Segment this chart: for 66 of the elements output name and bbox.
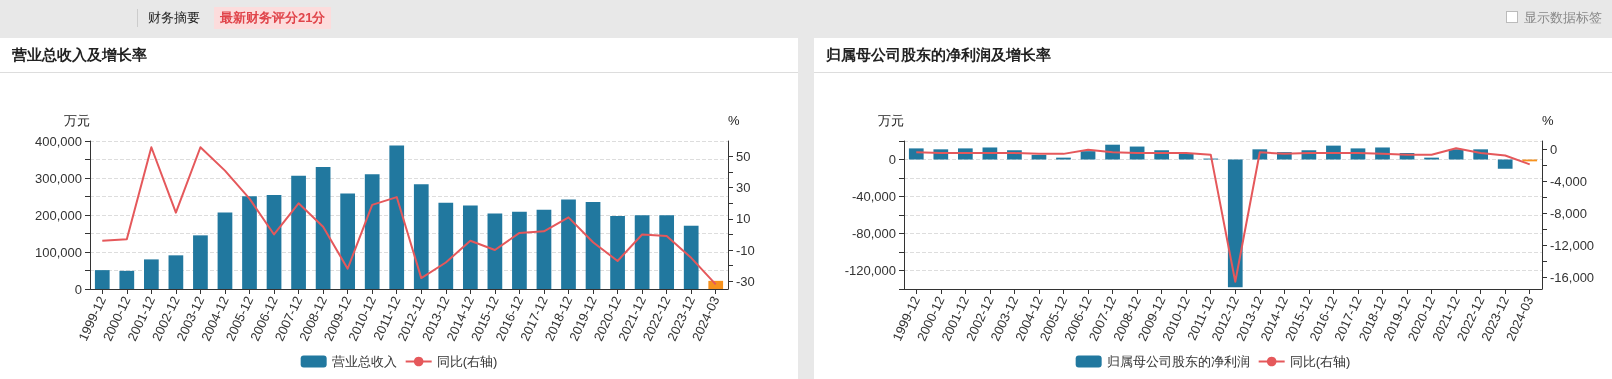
y-tick-label: 400,000 (35, 133, 82, 149)
bar (389, 145, 405, 289)
y2-axis-title: % (1542, 113, 1554, 128)
y2-axis-title: % (728, 113, 740, 128)
bar (119, 270, 135, 289)
bar (1178, 153, 1194, 160)
bar (217, 212, 233, 289)
bar (462, 205, 478, 289)
legend-label: 同比(右轴) (1289, 354, 1351, 369)
bar (512, 211, 527, 289)
y2-tick-label: -4,000 (1550, 173, 1587, 189)
bar (266, 195, 282, 289)
chart-title: 归属母公司股东的净利润及增长率 (814, 38, 1612, 73)
text: 最新财务评分21分 (214, 7, 332, 29)
legend-label: 营业总收入 (331, 354, 397, 369)
legend-label: 同比(右轴) (436, 354, 498, 369)
bar (1227, 159, 1243, 288)
y2-tick-label: -12,000 (1550, 238, 1595, 254)
bar (610, 216, 625, 289)
chart-title: 营业总收入及增长率 (0, 38, 798, 73)
bar (315, 166, 331, 289)
bar (683, 225, 699, 289)
bar (193, 235, 208, 289)
y-tick-label: -120,000 (844, 263, 896, 278)
bar (585, 202, 601, 289)
bar (487, 213, 503, 289)
y-tick-label: 200,000 (35, 207, 82, 223)
bar (536, 209, 552, 289)
text: 财务摘要 (148, 9, 200, 27)
bar (413, 184, 429, 289)
bar (364, 174, 380, 289)
bar (340, 193, 356, 289)
legend-label: 归属母公司股东的净利润 (1106, 354, 1250, 369)
bar (659, 215, 675, 289)
bar (708, 280, 724, 289)
text: 显示数据标签 (1523, 9, 1602, 27)
bar (634, 215, 650, 289)
bar (561, 199, 576, 289)
bar (168, 255, 184, 289)
bar (94, 270, 110, 289)
y2-tick-label: 10 (736, 211, 751, 227)
y-tick-label: -80,000 (851, 226, 896, 241)
y-tick-label: 300,000 (35, 170, 82, 186)
bar (291, 175, 306, 289)
y-axis-title: 万元 (878, 113, 904, 128)
bar (1080, 151, 1096, 160)
y-tick-label: 100,000 (35, 244, 82, 260)
y2-tick-label: 30 (736, 180, 751, 196)
bar (1497, 159, 1513, 169)
y2-tick-label: 0 (1550, 141, 1558, 157)
bar (438, 202, 454, 289)
y-tick-label: 0 (74, 281, 82, 297)
bar (1031, 154, 1047, 160)
y2-tick-label: -10 (736, 242, 755, 258)
y2-tick-label: 50 (736, 149, 751, 165)
bar (242, 196, 257, 289)
y2-tick-label: -16,000 (1550, 270, 1595, 286)
y2-tick-label: -30 (736, 273, 755, 289)
y-tick-label: 0 (888, 152, 896, 167)
line-series (101, 146, 717, 286)
y-tick-label: -40,000 (851, 189, 896, 204)
y2-tick-label: -8,000 (1550, 205, 1587, 221)
bar (908, 148, 924, 160)
bar (143, 259, 159, 289)
line-series (915, 147, 1531, 283)
y-axis-title: 万元 (64, 113, 90, 128)
